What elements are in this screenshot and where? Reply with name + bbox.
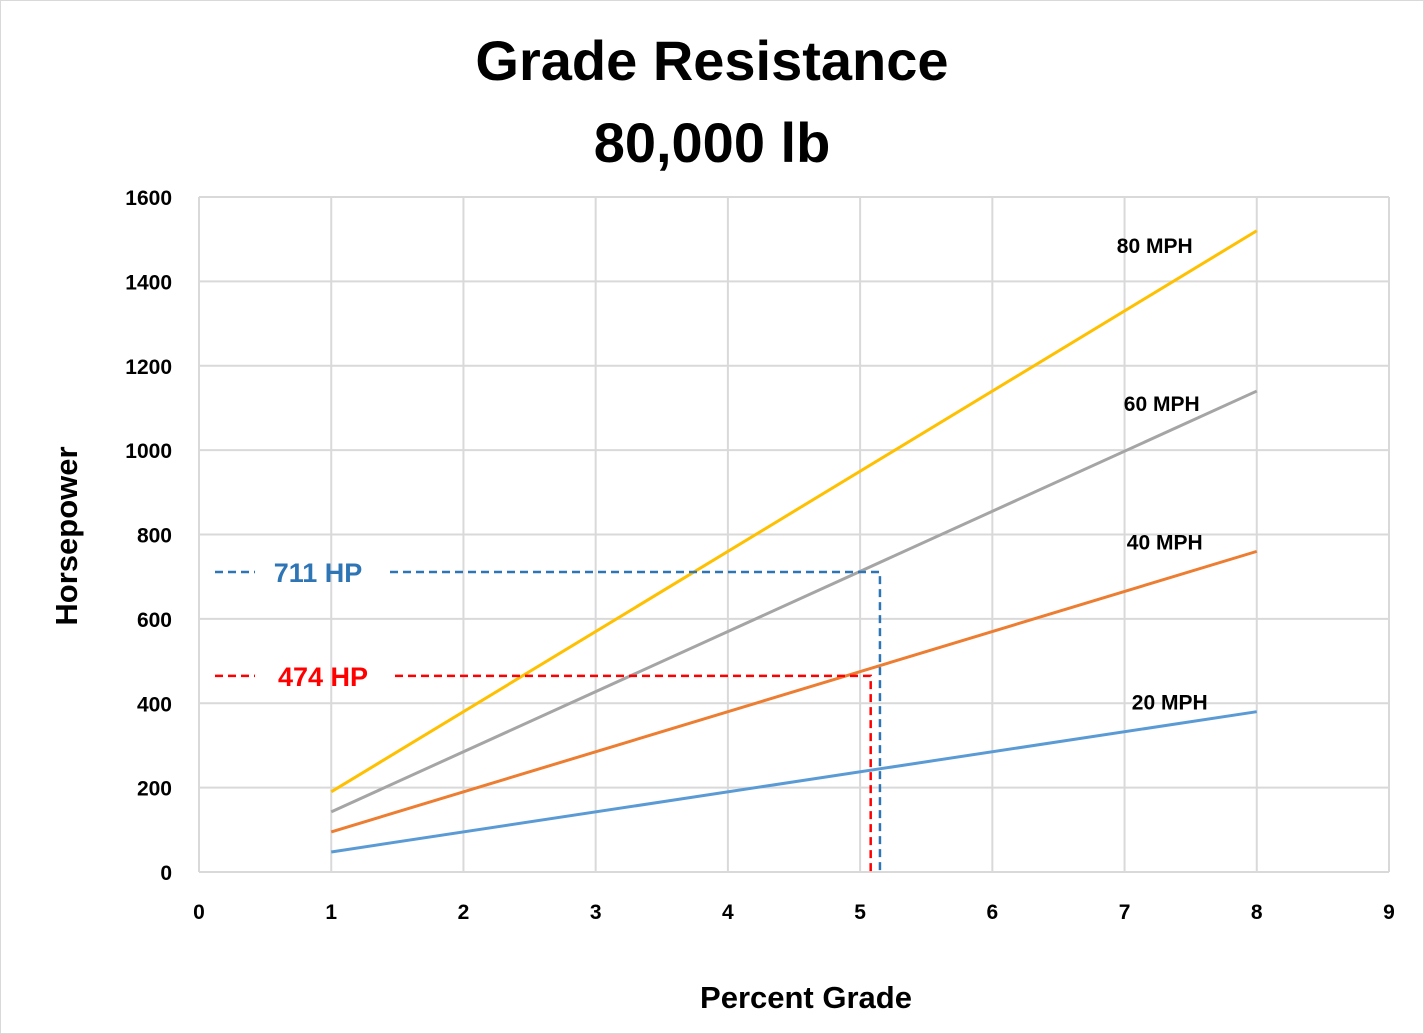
annotation-label: 711 HP: [274, 558, 363, 588]
x-tick-label: 6: [986, 901, 998, 924]
series-line-40-mph: [330, 549, 1258, 834]
series-label: 80 MPH: [1117, 235, 1193, 258]
y-tick-label: 0: [160, 862, 172, 885]
annotations: 711 HP 474 HP: [215, 558, 882, 872]
tick-labels: 0 1 2 3 4 5 6 7 8 9 0 200 400 600 800 1000 1200 1400 1600: [125, 187, 1395, 924]
annotation-label: 474 HP: [278, 662, 368, 692]
x-tick-label: 4: [722, 901, 734, 924]
annotation-dashed-line: [390, 570, 882, 872]
chart-title: Grade Resistance: [475, 29, 948, 92]
series-line-60-mph: [330, 389, 1258, 814]
x-tick-label: 7: [1119, 901, 1131, 924]
y-tick-label: 1200: [125, 356, 172, 379]
x-tick-label: 2: [458, 901, 470, 924]
series-lines: 20 MPH 40 MPH 60 MPH 80 MPH: [330, 229, 1258, 854]
grid: [198, 196, 1390, 873]
y-tick-label: 600: [137, 609, 172, 632]
x-axis-label: Percent Grade: [700, 980, 912, 1015]
y-tick-label: 1000: [125, 440, 172, 463]
annotation-dashed-line: [395, 674, 872, 872]
x-tick-label: 9: [1383, 901, 1395, 924]
y-tick-label: 400: [137, 693, 172, 716]
y-axis-label: Horsepower: [49, 446, 84, 625]
x-tick-label: 3: [590, 901, 602, 924]
series-label: 40 MPH: [1127, 531, 1203, 554]
series-label: 60 MPH: [1124, 393, 1200, 416]
series-label: 20 MPH: [1132, 692, 1208, 715]
x-tick-label: 5: [854, 901, 866, 924]
chart-subtitle: 80,000 lb: [594, 111, 831, 174]
y-tick-label: 1400: [125, 271, 172, 294]
y-tick-label: 1600: [125, 187, 172, 210]
x-tick-label: 8: [1251, 901, 1263, 924]
x-tick-label: 1: [325, 901, 337, 924]
series-line-80-mph: [330, 229, 1258, 794]
y-tick-label: 800: [137, 525, 172, 548]
y-tick-label: 200: [137, 778, 172, 801]
series-line-20-mph: [330, 710, 1258, 854]
x-tick-label: 0: [193, 901, 205, 924]
